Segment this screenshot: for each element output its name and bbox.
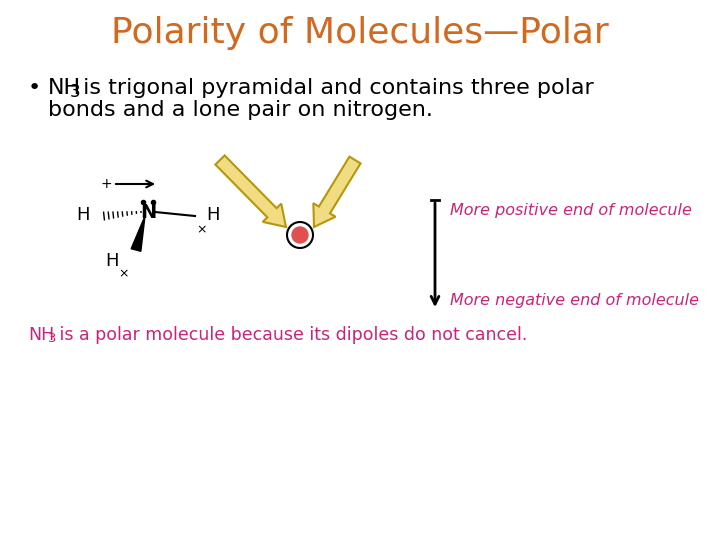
Text: 3: 3 [48, 333, 56, 346]
Text: NH: NH [48, 78, 81, 98]
Text: More negative end of molecule: More negative end of molecule [450, 293, 699, 307]
Text: More positive end of molecule: More positive end of molecule [450, 202, 692, 218]
Text: bonds and a lone pair on nitrogen.: bonds and a lone pair on nitrogen. [48, 100, 433, 120]
Text: is a polar molecule because its dipoles do not cancel.: is a polar molecule because its dipoles … [54, 326, 527, 344]
Text: N: N [140, 202, 156, 221]
Text: ×: × [119, 267, 130, 280]
FancyArrow shape [313, 157, 361, 227]
Text: Polarity of Molecules—Polar: Polarity of Molecules—Polar [111, 16, 609, 50]
Text: •: • [28, 78, 41, 98]
FancyArrow shape [215, 156, 286, 227]
Text: H: H [105, 252, 119, 270]
Text: ×: × [197, 224, 207, 237]
Text: +: + [100, 177, 112, 191]
Text: H: H [206, 206, 220, 224]
Polygon shape [131, 216, 145, 251]
Circle shape [292, 227, 308, 243]
Circle shape [287, 222, 313, 248]
Text: 3: 3 [70, 83, 81, 101]
Text: NH: NH [28, 326, 54, 344]
Text: H: H [76, 206, 90, 224]
Text: is trigonal pyramidal and contains three polar: is trigonal pyramidal and contains three… [76, 78, 594, 98]
